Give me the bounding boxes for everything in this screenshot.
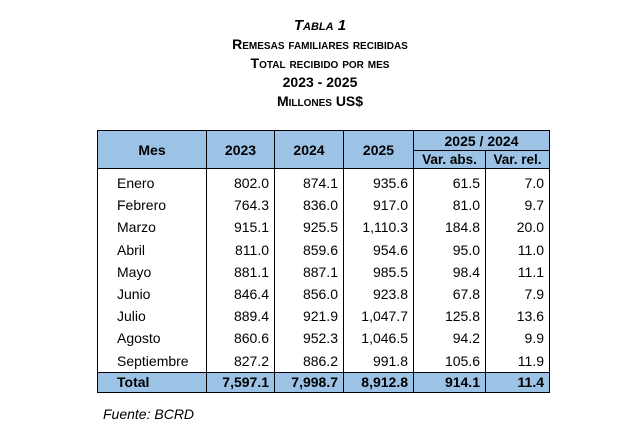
cell-2023: 811.0 [206, 238, 275, 261]
cell-mes: Abril [97, 238, 207, 261]
cell-var-abs: 105.6 [413, 349, 486, 373]
table-row: Julio 889.4 921.9 1,047.7 125.8 13.6 [97, 305, 550, 328]
cell-2024: 925.5 [274, 216, 344, 239]
total-2024: 7,998.7 [274, 371, 344, 393]
cell-var-rel: 11.1 [485, 260, 550, 283]
cell-mes: Julio [97, 305, 207, 328]
cell-mes: Febrero [97, 194, 207, 217]
cell-var-abs: 184.8 [413, 216, 486, 239]
cell-2025: 954.6 [343, 238, 414, 261]
remittances-table: Mes 2023 2024 2025 2025 / 2024 Var. abs.… [97, 130, 550, 393]
cell-var-rel: 7.9 [485, 282, 550, 306]
header-2024: 2024 [274, 130, 344, 169]
cell-2023: 827.2 [206, 349, 275, 373]
cell-2025: 917.0 [343, 194, 414, 217]
cell-var-abs: 95.0 [413, 238, 486, 261]
cell-var-abs: 125.8 [413, 305, 486, 328]
cell-var-rel: 11.0 [485, 238, 550, 261]
cell-2024: 836.0 [274, 194, 344, 217]
cell-2025: 1,047.7 [343, 305, 414, 328]
cell-var-abs: 61.5 [413, 168, 486, 195]
table-row: Mayo 881.1 887.1 985.5 98.4 11.1 [97, 260, 550, 283]
cell-var-rel: 9.9 [485, 327, 550, 350]
cell-2023: 846.4 [206, 282, 275, 306]
table-row: Agosto 860.6 952.3 1,046.5 94.2 9.9 [97, 327, 550, 350]
cell-var-abs: 67.8 [413, 282, 486, 306]
cell-2025: 935.6 [343, 168, 414, 195]
total-var-rel: 11.4 [485, 371, 550, 393]
cell-2024: 874.1 [274, 168, 344, 195]
table-row: Abril 811.0 859.6 954.6 95.0 11.0 [97, 238, 550, 261]
table-row: Junio 846.4 856.0 923.8 67.8 7.9 [97, 282, 550, 306]
cell-mes: Enero [97, 168, 207, 195]
cell-2025: 1,046.5 [343, 327, 414, 350]
header-var-abs: Var. abs. [413, 150, 486, 169]
cell-var-rel: 11.9 [485, 349, 550, 373]
cell-mes: Agosto [97, 327, 207, 350]
table-units: Millones US$ [276, 93, 364, 109]
cell-2023: 764.3 [206, 194, 275, 217]
cell-2023: 889.4 [206, 305, 275, 328]
table-row: Marzo 915.1 925.5 1,110.3 184.8 20.0 [97, 216, 550, 239]
header-mes: Mes [97, 130, 207, 169]
cell-2023: 915.1 [206, 216, 275, 239]
table-period: 2023 - 2025 [282, 74, 358, 90]
table-row: Septiembre 827.2 886.2 991.8 105.6 11.9 [97, 349, 550, 373]
cell-2024: 856.0 [274, 282, 344, 306]
cell-var-rel: 13.6 [485, 305, 550, 328]
table-row: Enero 802.0 874.1 935.6 61.5 7.0 [97, 168, 550, 195]
table-subtitle: Total recibido por mes [250, 55, 390, 71]
total-2023: 7,597.1 [206, 371, 275, 393]
cell-2025: 923.8 [343, 282, 414, 306]
cell-2025: 1,110.3 [343, 216, 414, 239]
cell-2023: 860.6 [206, 327, 275, 350]
header-var-rel: Var. rel. [485, 150, 550, 169]
cell-mes: Mayo [97, 260, 207, 283]
header-comparison: 2025 / 2024 [413, 130, 550, 151]
cell-var-abs: 98.4 [413, 260, 486, 283]
cell-var-rel: 9.7 [485, 194, 550, 217]
cell-2024: 886.2 [274, 349, 344, 373]
cell-2025: 991.8 [343, 349, 414, 373]
cell-mes: Marzo [97, 216, 207, 239]
cell-2024: 952.3 [274, 327, 344, 350]
cell-2023: 881.1 [206, 260, 275, 283]
cell-2023: 802.0 [206, 168, 275, 195]
cell-var-abs: 94.2 [413, 327, 486, 350]
header-2025: 2025 [343, 130, 414, 169]
source-note: Fuente: BCRD [103, 406, 195, 422]
total-2025: 8,912.8 [343, 371, 414, 393]
cell-2024: 887.1 [274, 260, 344, 283]
table-number: Tabla 1 [293, 17, 347, 34]
total-label: Total [97, 371, 207, 393]
cell-2025: 985.5 [343, 260, 414, 283]
cell-2024: 859.6 [274, 238, 344, 261]
total-var-abs: 914.1 [413, 371, 486, 393]
header-2023: 2023 [206, 130, 275, 169]
total-row: Total 7,597.1 7,998.7 8,912.8 914.1 11.4 [97, 371, 550, 393]
table-title: Remesas familiares recibidas [232, 36, 408, 52]
table-row: Febrero 764.3 836.0 917.0 81.0 9.7 [97, 194, 550, 217]
cell-var-abs: 81.0 [413, 194, 486, 217]
cell-mes: Junio [97, 282, 207, 306]
cell-var-rel: 20.0 [485, 216, 550, 239]
table-title-block: Tabla 1 Remesas familiares recibidas Tot… [0, 16, 640, 111]
cell-var-rel: 7.0 [485, 168, 550, 195]
cell-2024: 921.9 [274, 305, 344, 328]
cell-mes: Septiembre [97, 349, 207, 373]
